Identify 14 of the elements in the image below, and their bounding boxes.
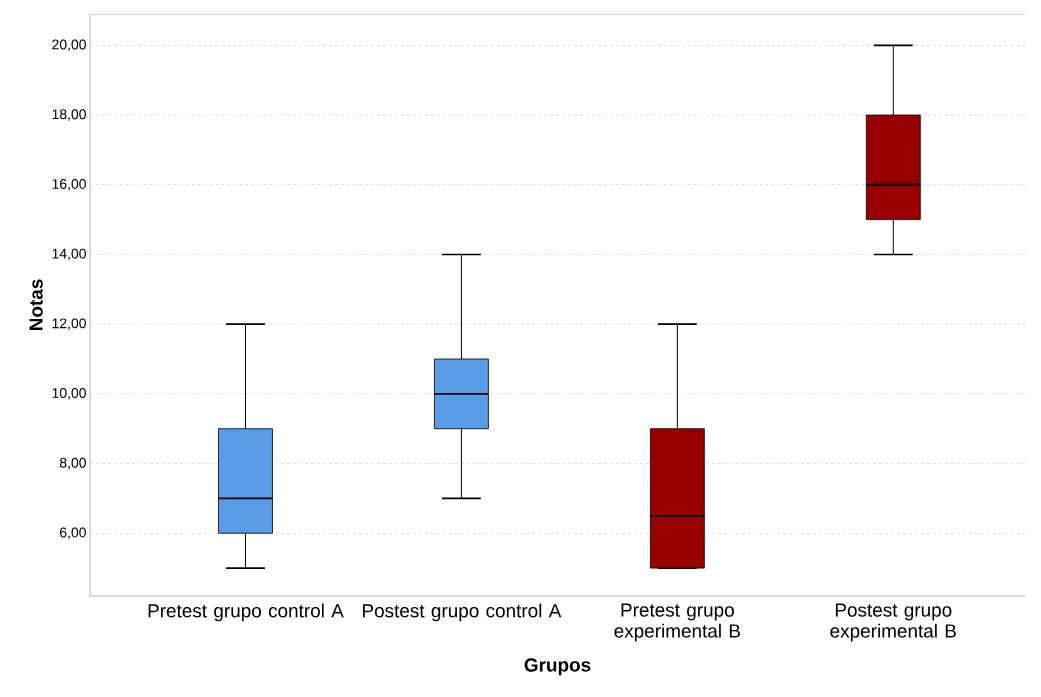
x-tick-label: Pretest grupo control A	[148, 603, 344, 622]
y-tick-label: 18,00	[52, 109, 86, 121]
y-tick-label: 14,00	[52, 248, 86, 261]
y-tick-label: 10,00	[52, 388, 86, 400]
y-tick-label: 16,00	[52, 178, 86, 191]
y-tick-label: 8,00	[59, 457, 86, 470]
x-tick-label: Pretest grupo experimental B	[614, 603, 740, 642]
x-tick-label: Postest grupo experimental B	[830, 603, 956, 642]
y-tick-label: 20,00	[52, 39, 86, 52]
y-tick-label: 12,00	[52, 318, 86, 330]
y-axis-title: Notas	[29, 279, 43, 331]
x-tick-label: Postest grupo control A	[363, 603, 562, 622]
y-tick-label: 6,00	[60, 527, 86, 540]
x-axis-title: Grupos	[524, 658, 591, 676]
